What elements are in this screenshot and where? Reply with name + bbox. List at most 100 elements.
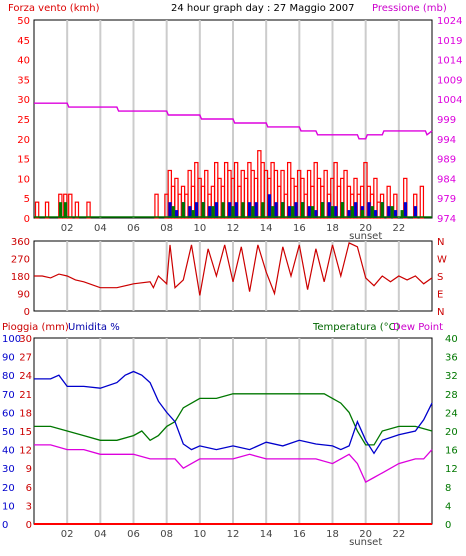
pressure-axis-tick: 1004	[437, 95, 462, 106]
wind-average-bar	[58, 202, 63, 218]
humidity-axis-tick: 30	[2, 464, 15, 475]
wind-average-bar	[201, 202, 205, 218]
temperature-axis-tick: 40	[445, 334, 458, 345]
wind-average-bar	[221, 202, 225, 218]
wind-speed-bar	[247, 202, 252, 218]
temperature-axis-tick: 36	[445, 353, 458, 364]
temperature-axis-tick: 24	[445, 408, 458, 419]
bottom-hour-label: 04	[94, 529, 107, 540]
wind-average-bar	[330, 206, 335, 218]
rain-axis-tick: 9	[26, 464, 32, 475]
wind-axis-tick: 20	[17, 135, 30, 146]
wind-average-bar	[171, 206, 175, 218]
top-center-title: 24 hour graph day : 27 Maggio 2007	[171, 3, 354, 14]
bottom-hour-label: 18	[326, 529, 339, 540]
pressure-axis-tick: 979	[437, 194, 456, 205]
rain-axis-tick: 15	[19, 427, 32, 438]
wind-gust-bar	[34, 201, 40, 219]
rain-axis-tick: 24	[19, 371, 32, 382]
top-hour-label: 22	[392, 223, 405, 234]
top-hour-label: 08	[160, 223, 173, 234]
bottom-sunset-label: sunset	[349, 537, 382, 548]
top-hour-label: 10	[193, 223, 206, 234]
temperature-axis-tick: 28	[445, 390, 458, 401]
dewpoint-title: Dew Point	[393, 322, 443, 333]
bottom-hour-label: 02	[61, 529, 74, 540]
rain-axis-tick: 18	[19, 408, 32, 419]
rain-title: Pioggia (mm)	[2, 322, 69, 333]
wind-speed-bar	[327, 202, 331, 218]
pressure-axis-tick: 989	[437, 155, 456, 166]
top-hour-label: 16	[293, 223, 306, 234]
wind-speed-bar	[168, 202, 172, 218]
direction-compass-label: E	[437, 290, 443, 301]
top-hour-label: 06	[127, 223, 140, 234]
wind-speed-bar	[347, 210, 351, 218]
temperature-axis-tick: 8	[445, 483, 451, 494]
wind-axis-tick: 10	[17, 174, 30, 185]
humidity-axis-tick: 40	[2, 446, 15, 457]
wind-speed-bar	[354, 202, 358, 218]
wind-gust-bar	[419, 185, 425, 219]
wind-speed-bar	[188, 206, 192, 218]
wind-average-bar	[291, 206, 295, 218]
top-hour-label: 02	[61, 223, 74, 234]
wind-speed-bar	[208, 206, 212, 218]
temperature-axis-tick: 4	[445, 501, 451, 512]
wind-speed-bar	[175, 210, 179, 218]
top-left-title: Forza vento (kmh)	[8, 3, 100, 14]
wind-average-bar	[181, 202, 185, 218]
humidity-axis-tick: 90	[2, 353, 15, 364]
wind-gust-bar	[86, 201, 91, 219]
wind-speed-bar	[413, 206, 418, 218]
wind-average-bar	[360, 210, 364, 218]
wind-gust-bar	[74, 201, 80, 219]
wind-speed-bar	[194, 202, 199, 218]
pressure-line	[34, 102, 433, 140]
pressure-axis-tick: 974	[437, 214, 456, 225]
top-hour-label: 14	[260, 223, 273, 234]
direction-axis-tick: 360	[11, 237, 30, 248]
wind-speed-bar	[294, 202, 298, 218]
wind-average-bar	[320, 202, 325, 218]
wind-axis-tick: 30	[17, 95, 30, 106]
wind-axis-tick: 45	[17, 36, 30, 47]
wind-gust-bar	[154, 193, 159, 219]
temperature-axis-tick: 16	[445, 446, 458, 457]
wind-speed-bar	[403, 202, 408, 218]
humidity-axis-tick: 60	[2, 408, 15, 419]
wind-speed-bar	[234, 202, 238, 218]
humidity-axis-tick: 80	[2, 371, 15, 382]
wind-average-bar	[400, 210, 404, 218]
rain-axis-tick: 0	[26, 520, 32, 531]
wind-speed-bar	[267, 194, 272, 218]
top-sunset-label: sunset	[349, 231, 382, 242]
bottom-hour-label: 14	[260, 529, 273, 540]
wind-speed-bar	[387, 206, 391, 218]
bottom-hour-label: 16	[293, 529, 306, 540]
direction-compass-label: N	[437, 307, 444, 318]
wind-axis-tick: 15	[17, 155, 30, 166]
humidity-axis-tick: 0	[2, 520, 8, 531]
bottom-hour-label: 20	[359, 529, 372, 540]
top-hour-label: 04	[94, 223, 107, 234]
wind-speed-bar	[307, 206, 311, 218]
chart-marks: 0510152025303540455097497998498999499910…	[2, 16, 462, 548]
humidity-axis-tick: 50	[2, 427, 15, 438]
direction-compass-label: S	[437, 272, 443, 283]
wind-average-bar	[350, 206, 354, 218]
wind-average-bar	[261, 202, 265, 218]
wind-axis-tick: 50	[17, 16, 30, 27]
wind-average-bar	[241, 202, 245, 218]
bottom-hour-label: 22	[392, 529, 405, 540]
direction-axis-tick: 0	[24, 307, 30, 318]
direction-axis-tick: 180	[11, 272, 30, 283]
humidity-title: Umidita %	[68, 322, 120, 333]
pressure-axis-tick: 984	[437, 174, 456, 185]
wind-average-bar	[231, 206, 235, 218]
rain-axis-tick: 30	[19, 334, 32, 345]
humidity-axis-tick: 100	[2, 334, 21, 345]
wind-average-bar	[191, 210, 195, 218]
wind-axis-tick: 35	[17, 75, 30, 86]
